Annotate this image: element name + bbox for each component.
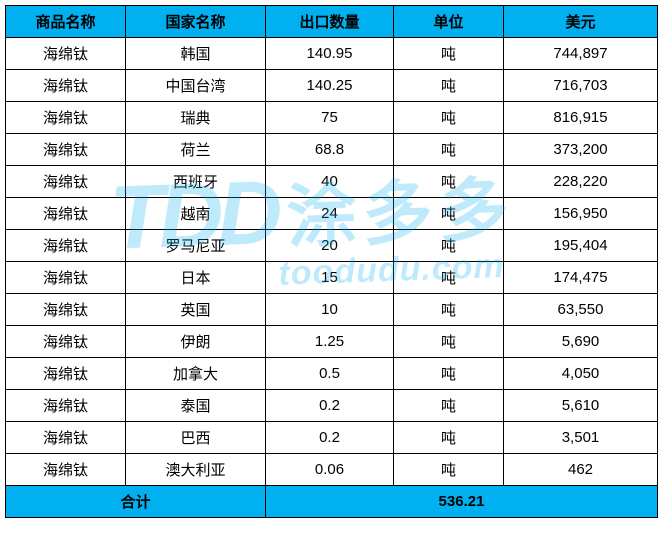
table-row: 海绵钛泰国0.2吨5,610 (6, 390, 658, 422)
table-cell: 吨 (394, 38, 504, 70)
table-cell: 瑞典 (126, 102, 266, 134)
table-cell: 吨 (394, 326, 504, 358)
table-cell: 462 (504, 454, 658, 486)
table-cell: 吨 (394, 70, 504, 102)
table-cell: 4,050 (504, 358, 658, 390)
table-body: 海绵钛韩国140.95吨744,897海绵钛中国台湾140.25吨716,703… (6, 38, 658, 486)
table-cell: 0.06 (266, 454, 394, 486)
table-row: 海绵钛瑞典75吨816,915 (6, 102, 658, 134)
table-cell: 20 (266, 230, 394, 262)
table-cell: 0.5 (266, 358, 394, 390)
table-cell: 吨 (394, 230, 504, 262)
table-cell: 海绵钛 (6, 102, 126, 134)
table-cell: 海绵钛 (6, 262, 126, 294)
table-cell: 5,690 (504, 326, 658, 358)
col-unit: 单位 (394, 6, 504, 38)
table-cell: 澳大利亚 (126, 454, 266, 486)
export-table: 商品名称 国家名称 出口数量 单位 美元 海绵钛韩国140.95吨744,897… (5, 5, 658, 518)
table-cell: 24 (266, 198, 394, 230)
table-cell: 吨 (394, 102, 504, 134)
table-cell: 海绵钛 (6, 454, 126, 486)
table-cell: 泰国 (126, 390, 266, 422)
table-cell: 海绵钛 (6, 134, 126, 166)
table-cell: 日本 (126, 262, 266, 294)
table-cell: 海绵钛 (6, 326, 126, 358)
table-cell: 3,501 (504, 422, 658, 454)
table-cell: 海绵钛 (6, 294, 126, 326)
table-cell: 10 (266, 294, 394, 326)
table-cell: 海绵钛 (6, 70, 126, 102)
table-cell: 荷兰 (126, 134, 266, 166)
table-cell: 吨 (394, 262, 504, 294)
table-cell: 5,610 (504, 390, 658, 422)
table-cell: 156,950 (504, 198, 658, 230)
footer-label: 合计 (6, 486, 266, 518)
table-cell: 68.8 (266, 134, 394, 166)
table-cell: 140.95 (266, 38, 394, 70)
table-cell: 716,703 (504, 70, 658, 102)
table-row: 海绵钛英国10吨63,550 (6, 294, 658, 326)
col-country: 国家名称 (126, 6, 266, 38)
table-cell: 吨 (394, 198, 504, 230)
table-row: 海绵钛罗马尼亚20吨195,404 (6, 230, 658, 262)
table-cell: 中国台湾 (126, 70, 266, 102)
table-cell: 吨 (394, 134, 504, 166)
col-usd: 美元 (504, 6, 658, 38)
table-cell: 吨 (394, 454, 504, 486)
table-row: 海绵钛伊朗1.25吨5,690 (6, 326, 658, 358)
table-cell: 吨 (394, 358, 504, 390)
table-cell: 海绵钛 (6, 166, 126, 198)
table-row: 海绵钛西班牙40吨228,220 (6, 166, 658, 198)
table-cell: 海绵钛 (6, 230, 126, 262)
table-cell: 海绵钛 (6, 358, 126, 390)
table-row: 海绵钛越南24吨156,950 (6, 198, 658, 230)
table-cell: 海绵钛 (6, 390, 126, 422)
table-row: 海绵钛巴西0.2吨3,501 (6, 422, 658, 454)
footer-total: 536.21 (266, 486, 658, 518)
col-quantity: 出口数量 (266, 6, 394, 38)
table-cell: 0.2 (266, 390, 394, 422)
table-cell: 吨 (394, 294, 504, 326)
col-product: 商品名称 (6, 6, 126, 38)
table-cell: 韩国 (126, 38, 266, 70)
table-cell: 罗马尼亚 (126, 230, 266, 262)
table-cell: 伊朗 (126, 326, 266, 358)
table-cell: 744,897 (504, 38, 658, 70)
table-cell: 174,475 (504, 262, 658, 294)
table-footer: 合计 536.21 (6, 486, 658, 518)
table-row: 海绵钛中国台湾140.25吨716,703 (6, 70, 658, 102)
table-row: 海绵钛日本15吨174,475 (6, 262, 658, 294)
table-cell: 15 (266, 262, 394, 294)
table-cell: 75 (266, 102, 394, 134)
table-cell: 63,550 (504, 294, 658, 326)
table-cell: 巴西 (126, 422, 266, 454)
table-cell: 吨 (394, 422, 504, 454)
table-cell: 吨 (394, 390, 504, 422)
table-row: 海绵钛荷兰68.8吨373,200 (6, 134, 658, 166)
table-cell: 海绵钛 (6, 38, 126, 70)
table-cell: 西班牙 (126, 166, 266, 198)
table-cell: 海绵钛 (6, 422, 126, 454)
table-cell: 海绵钛 (6, 198, 126, 230)
table-row: 海绵钛澳大利亚0.06吨462 (6, 454, 658, 486)
table-header: 商品名称 国家名称 出口数量 单位 美元 (6, 6, 658, 38)
table-cell: 816,915 (504, 102, 658, 134)
table-cell: 140.25 (266, 70, 394, 102)
table-cell: 英国 (126, 294, 266, 326)
table-cell: 加拿大 (126, 358, 266, 390)
table-cell: 1.25 (266, 326, 394, 358)
table-cell: 越南 (126, 198, 266, 230)
table-cell: 228,220 (504, 166, 658, 198)
table-cell: 0.2 (266, 422, 394, 454)
table-row: 海绵钛加拿大0.5吨4,050 (6, 358, 658, 390)
table-row: 海绵钛韩国140.95吨744,897 (6, 38, 658, 70)
table-cell: 373,200 (504, 134, 658, 166)
table-cell: 40 (266, 166, 394, 198)
table-cell: 吨 (394, 166, 504, 198)
table-cell: 195,404 (504, 230, 658, 262)
